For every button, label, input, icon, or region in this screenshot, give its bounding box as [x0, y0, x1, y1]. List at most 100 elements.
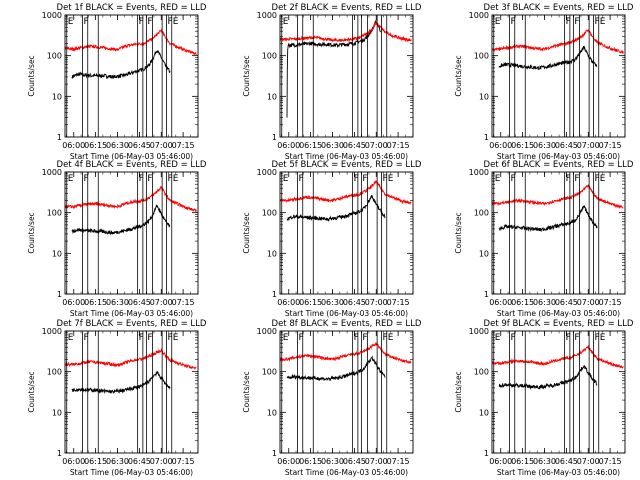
y-tick-label: 1000: [42, 327, 62, 336]
series-lld: [491, 183, 624, 209]
x-axis-label: Start Time (06-May-03 05:46:00): [497, 309, 620, 318]
event-marker-label: F: [566, 174, 571, 184]
y-tick-label: 100: [47, 209, 62, 218]
x-tick-label: 07:00: [577, 298, 600, 307]
series-events: [498, 45, 598, 71]
event-marker-label: F: [168, 174, 173, 184]
x-tick-label: 06:30: [106, 298, 129, 307]
event-marker-label: E: [68, 17, 74, 27]
x-tick-label: 06:00: [489, 298, 512, 307]
x-axis-label: Start Time (06-May-03 05:46:00): [497, 152, 620, 161]
event-marker-label: F: [299, 333, 304, 343]
event-marker-label: E: [283, 17, 289, 27]
x-tick-label: 06:00: [277, 457, 300, 466]
event-marker-label: E: [495, 17, 501, 27]
x-tick-label: 06:45: [343, 298, 366, 307]
x-axis-label: Start Time (06-May-03 05:46:00): [285, 468, 408, 477]
x-tick-label: 06:30: [533, 457, 556, 466]
x-tick-label: 06:15: [84, 298, 107, 307]
series-lld: [64, 348, 197, 370]
x-tick-label: 07:15: [172, 298, 195, 307]
y-tick-label: 1000: [469, 11, 489, 20]
event-marker-label: F: [362, 174, 367, 184]
x-tick-label: 06:30: [533, 141, 556, 150]
y-tick-label: 10: [479, 249, 489, 258]
event-marker-label: F: [139, 17, 144, 27]
x-tick-label: 07:15: [599, 141, 622, 150]
x-axis-label: Start Time (06-May-03 05:46:00): [70, 152, 193, 161]
event-marker-label: F: [574, 174, 579, 184]
event-marker-label: F: [354, 333, 359, 343]
series-events: [286, 355, 386, 382]
event-marker-label: F: [511, 333, 516, 343]
y-tick-label: 1000: [469, 327, 489, 336]
event-marker-label: E: [68, 174, 74, 184]
x-tick-label: 06:45: [555, 141, 578, 150]
event-marker-label: F: [168, 333, 173, 343]
x-tick-label: 07:00: [150, 457, 173, 466]
x-axis-label: Start Time (06-May-03 05:46:00): [70, 309, 193, 318]
series-events: [286, 194, 386, 222]
y-tick-label: 10: [267, 249, 277, 258]
x-tick-label: 06:45: [343, 141, 366, 150]
y-tick-label: 1000: [257, 11, 277, 20]
event-marker-label: F: [84, 17, 89, 27]
panel-det-2: Det 2f BLACK = Events, RED = LLD Counts/s…: [242, 3, 422, 161]
x-tick-label: 07:00: [150, 298, 173, 307]
x-tick-label: 06:00: [489, 141, 512, 150]
x-tick-label: 06:45: [555, 457, 578, 466]
y-tick-label: 10: [52, 249, 62, 258]
x-tick-label: 07:00: [577, 141, 600, 150]
panel-title: Det 4f BLACK = Events, RED = LLD: [57, 160, 207, 170]
panel-title: Det 6f BLACK = Events, RED = LLD: [484, 160, 634, 170]
event-marker-label: F: [566, 17, 571, 27]
event-marker-label: F: [354, 174, 359, 184]
panel-det-9: Det 9f BLACK = Events, RED = LLD Counts/s…: [454, 319, 634, 477]
x-tick-label: 06:00: [62, 457, 85, 466]
y-tick-label: 100: [47, 52, 62, 61]
x-tick-label: 06:30: [106, 457, 129, 466]
x-axis-label: Start Time (06-May-03 05:46:00): [285, 152, 408, 161]
x-axis-label: Start Time (06-May-03 05:46:00): [285, 309, 408, 318]
event-marker-label: E: [600, 174, 606, 184]
event-marker-label: E: [283, 174, 289, 184]
y-tick-label: 100: [474, 209, 489, 218]
y-tick-label: 1: [484, 290, 489, 299]
y-tick-label: 1: [57, 290, 62, 299]
y-axis-label: Counts/sec: [27, 212, 36, 253]
y-tick-label: 10: [52, 408, 62, 417]
event-marker-label: F: [299, 174, 304, 184]
x-tick-label: 06:15: [84, 141, 107, 150]
event-marker-label: E: [495, 174, 501, 184]
y-tick-label: 100: [262, 368, 277, 377]
x-tick-label: 06:45: [128, 457, 151, 466]
series-lld: [491, 344, 624, 369]
panel-title: Det 9f BLACK = Events, RED = LLD: [484, 319, 634, 329]
plot-frame: [64, 171, 199, 295]
y-axis-label: Counts/sec: [27, 371, 36, 412]
event-marker-label: E: [173, 333, 179, 343]
y-tick-label: 1000: [42, 11, 62, 20]
event-marker-label: E: [283, 333, 289, 343]
x-tick-label: 07:15: [599, 298, 622, 307]
y-tick-label: 1: [484, 449, 489, 458]
panel-det-3: Det 3f BLACK = Events, RED = LLD Counts/s…: [454, 3, 634, 161]
x-tick-label: 06:15: [511, 457, 534, 466]
y-tick-label: 10: [267, 408, 277, 417]
x-tick-label: 06:00: [277, 141, 300, 150]
event-marker-label: F: [383, 333, 388, 343]
x-tick-label: 06:00: [489, 457, 512, 466]
event-marker-label: F: [362, 333, 367, 343]
x-tick-label: 07:15: [172, 457, 195, 466]
panel-det-4: Det 4f BLACK = Events, RED = LLD Counts/s…: [27, 160, 207, 318]
y-tick-label: 1: [272, 290, 277, 299]
plot-frame: [279, 330, 414, 454]
y-tick-label: 1000: [42, 168, 62, 177]
event-marker-label: F: [574, 17, 579, 27]
y-tick-label: 10: [52, 92, 62, 101]
plot-frame: [64, 14, 199, 138]
x-tick-label: 06:45: [343, 457, 366, 466]
y-tick-label: 1: [484, 133, 489, 142]
x-tick-label: 06:15: [511, 141, 534, 150]
x-tick-label: 06:45: [128, 141, 151, 150]
